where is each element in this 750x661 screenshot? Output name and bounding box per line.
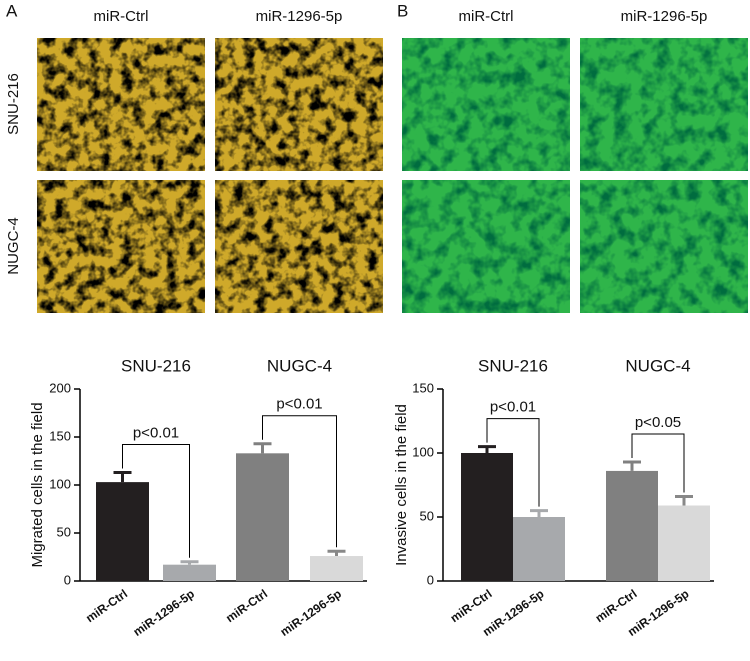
x-tick-label: miR-1296-5p [131, 587, 197, 639]
panel-label: B [397, 1, 408, 20]
column-label: miR-1296-5p [621, 8, 708, 25]
row-label: SNU-216 [5, 73, 22, 135]
row-label: NUGC-4 [5, 217, 22, 275]
y-tick-label: 150 [49, 428, 71, 443]
y-tick-label: 100 [49, 476, 71, 491]
y-axis-label: Migrated cells in the field [29, 402, 46, 567]
error-bar [675, 495, 693, 506]
micrograph-texture [402, 38, 570, 171]
y-tick-label: 200 [49, 380, 71, 395]
error-bar [253, 442, 272, 454]
y-tick-label: 50 [420, 508, 434, 523]
y-tick-label: 0 [427, 572, 434, 587]
group-label: NUGC-4 [625, 356, 690, 375]
panel-label: A [6, 1, 18, 20]
y-axis-label: Invasive cells in the field [393, 404, 410, 566]
significance-bracket [486, 418, 540, 507]
x-tick-label: miR-1296-5p [278, 587, 344, 639]
significance-label: p<0.05 [635, 414, 681, 431]
y-tick-label: 50 [57, 524, 71, 539]
micrograph-texture [580, 38, 748, 171]
column-label: miR-Ctrl [459, 8, 514, 25]
bar [606, 470, 658, 581]
bar [461, 453, 513, 581]
bar [96, 482, 149, 581]
x-tick-label: miR-Ctrl [448, 587, 495, 626]
bar [236, 453, 289, 581]
y-tick-label: 100 [412, 444, 434, 459]
bar [513, 517, 565, 581]
significance-label: p<0.01 [490, 399, 536, 416]
error-bar [113, 471, 132, 483]
micrograph-texture [37, 180, 205, 313]
micrograph-texture [37, 38, 205, 171]
significance-label: p<0.01 [133, 424, 179, 441]
micrographs [37, 38, 748, 313]
y-tick-label: 150 [412, 380, 434, 395]
error-bar [623, 460, 641, 471]
error-bar [530, 509, 548, 517]
group-label: SNU-216 [478, 356, 548, 375]
bar [163, 564, 216, 581]
micrograph-texture [580, 180, 748, 313]
column-label: miR-Ctrl [94, 8, 149, 25]
group-label: NUGC-4 [267, 356, 332, 375]
x-tick-label: miR-Ctrl [593, 587, 640, 626]
significance-bracket [262, 415, 337, 548]
x-tick-label: miR-Ctrl [83, 587, 130, 626]
micrograph-texture [215, 38, 383, 171]
error-bar [180, 560, 199, 565]
group-label: SNU-216 [121, 356, 191, 375]
significance-label: p<0.01 [276, 396, 322, 413]
column-label: miR-1296-5p [256, 8, 343, 25]
y-tick-label: 0 [64, 572, 71, 587]
significance-bracket [631, 433, 685, 493]
bar [310, 556, 363, 581]
error-bar [327, 549, 346, 557]
micrograph-texture [215, 180, 383, 313]
micrograph-texture [402, 180, 570, 313]
error-bar [478, 445, 496, 453]
x-tick-label: miR-Ctrl [223, 587, 270, 626]
significance-bracket [122, 444, 190, 558]
bar [658, 505, 710, 581]
